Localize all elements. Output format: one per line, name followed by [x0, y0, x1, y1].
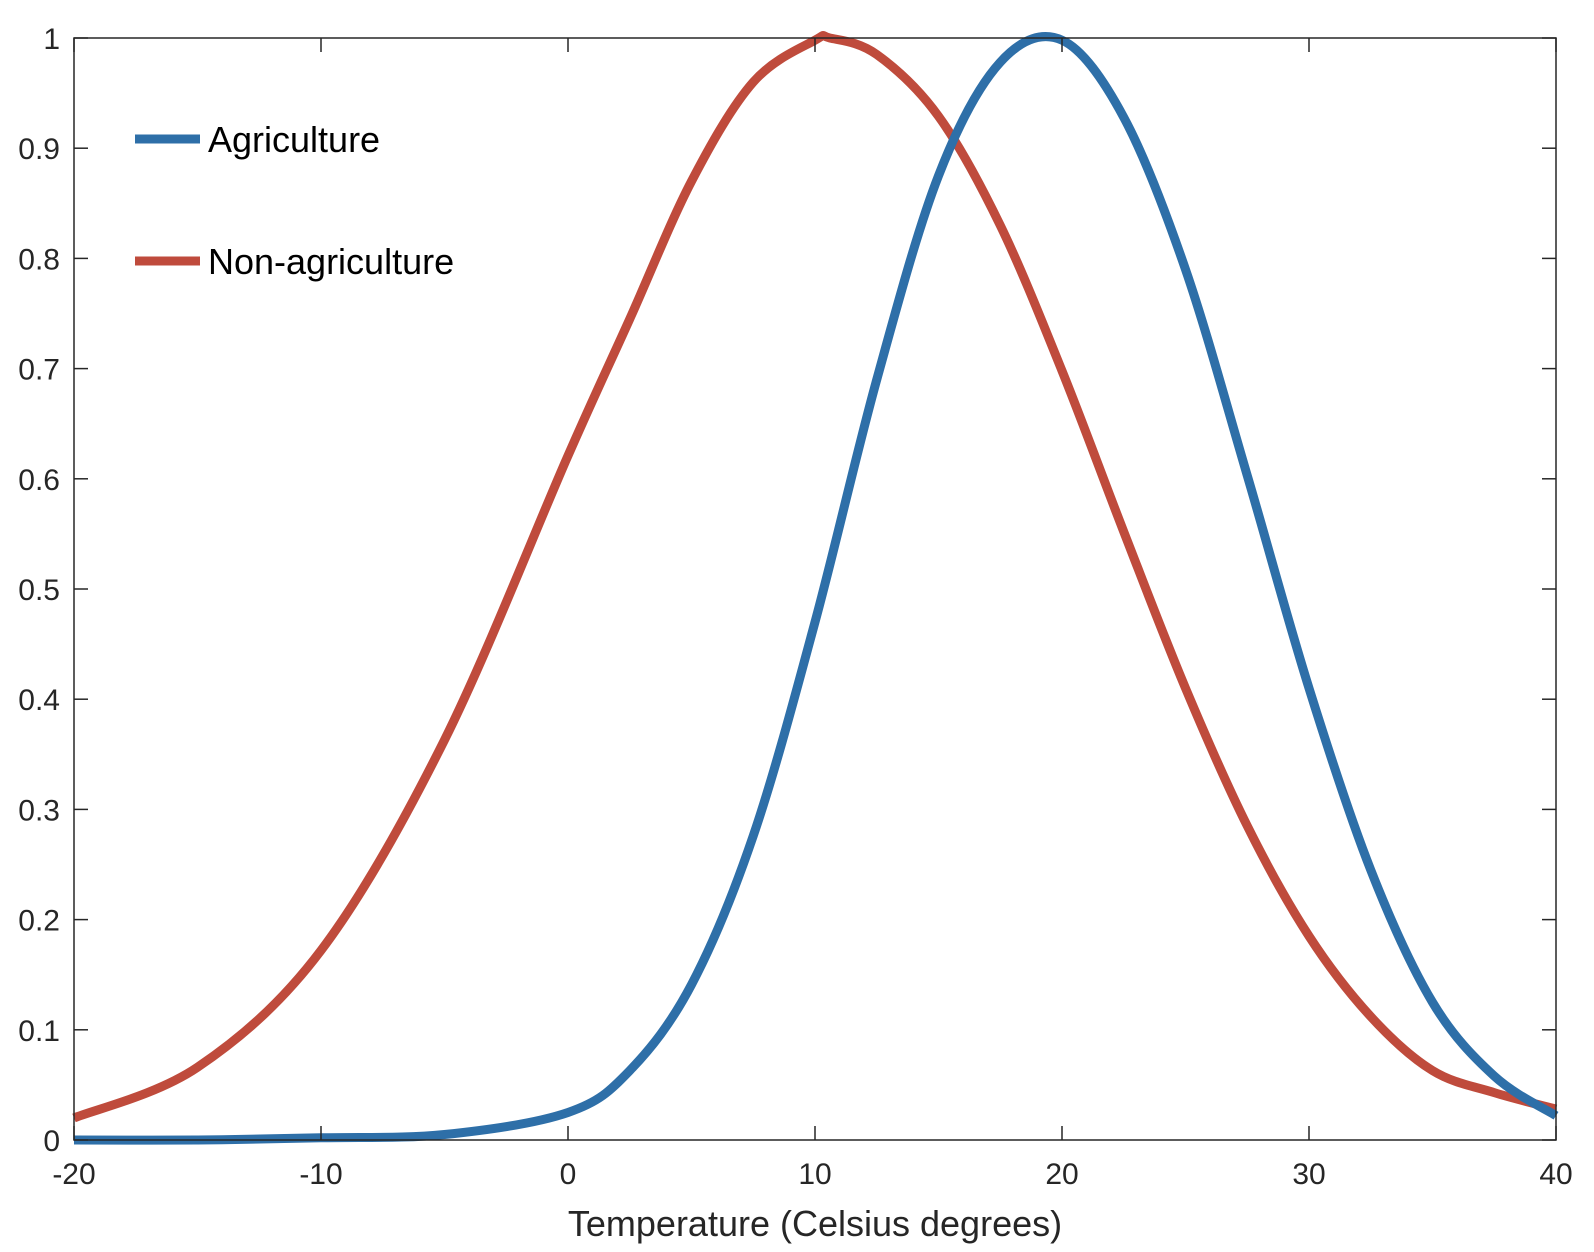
- y-tick-label: 0.9: [18, 133, 60, 166]
- y-tick-label: 0.5: [18, 574, 60, 607]
- y-tick-label: 1: [43, 23, 60, 56]
- x-axis-title: Temperature (Celsius degrees): [568, 1203, 1062, 1244]
- y-tick-label: 0: [43, 1125, 60, 1158]
- x-tick-label: 40: [1539, 1158, 1572, 1191]
- non-agriculture-line: [72, 31, 1558, 1123]
- x-tick-label: -10: [299, 1158, 342, 1191]
- y-tick-label: 0.3: [18, 794, 60, 827]
- x-tick-label: -20: [52, 1158, 95, 1191]
- legend-label-non-agriculture: Non-agriculture: [208, 241, 454, 282]
- y-tick-label: 0.1: [18, 1015, 60, 1048]
- legend: Agriculture Non-agriculture: [135, 119, 454, 282]
- x-tick-label: 20: [1045, 1158, 1078, 1191]
- y-tick-label: 0.8: [18, 243, 60, 276]
- series-layer: [72, 31, 1559, 1145]
- y-tick-label: 0.6: [18, 464, 60, 497]
- agriculture-line: [73, 32, 1559, 1145]
- x-tick-label: 30: [1292, 1158, 1325, 1191]
- tick-layer: -20 -10 0 10 20 30 40 0 0.1 0.2 0.3 0.4 0.5 0.6 0.7 0.8…: [18, 23, 1572, 1191]
- y-tick-label: 0.4: [18, 684, 60, 717]
- y-tick-label: 0.7: [18, 354, 60, 387]
- x-tick-label: 0: [560, 1158, 577, 1191]
- x-tick-label: 10: [798, 1158, 831, 1191]
- y-tick-label: 0.2: [18, 905, 60, 938]
- legend-label-agriculture: Agriculture: [208, 119, 380, 160]
